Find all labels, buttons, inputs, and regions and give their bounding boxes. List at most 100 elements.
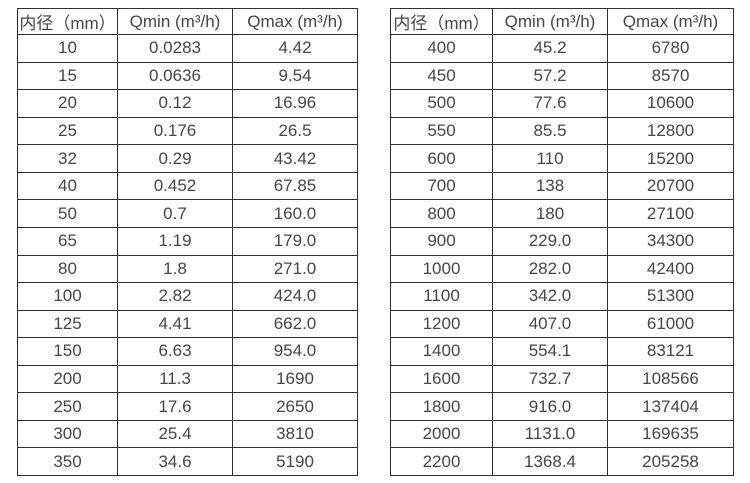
table-cell: 1690 (232, 364, 358, 394)
table-cell: 20700 (607, 171, 734, 201)
table-cell: 9.54 (232, 61, 358, 91)
table-cell: 108566 (607, 364, 734, 394)
table-cell: 0.452 (117, 171, 233, 201)
table-row: 1200 407.0 61000 (390, 309, 734, 339)
table-cell: 400 (390, 34, 493, 63)
table-cell: 43.42 (232, 144, 358, 173)
table-row: 800 180 27100 (390, 199, 734, 228)
table-cell: 17.6 (117, 392, 233, 421)
table-cell: 3810 (232, 419, 358, 449)
table-cell: 1100 (390, 282, 493, 311)
table-cell: 100 (17, 282, 118, 311)
table-cell: 954.0 (232, 337, 358, 366)
table-cell: 2000 (390, 419, 493, 449)
table-cell: 150 (17, 337, 118, 366)
table-cell: 32 (17, 144, 118, 173)
table-cell: 6.63 (117, 337, 233, 366)
table-row: 2200 1368.4 205258 (390, 447, 734, 476)
table-cell: 450 (390, 61, 493, 91)
table-row: 450 57.2 8570 (390, 61, 734, 91)
table-cell: 61000 (607, 309, 734, 339)
table-cell: 1200 (390, 309, 493, 339)
flow-table-large-diameters: 内径（mm） Qmin (m³/h) Qmax (m³/h) 400 45.2 6780 4… (390, 8, 734, 476)
table-row: 1400 554.1 83121 (390, 337, 734, 366)
table-row: 125 4.41 662.0 (17, 309, 358, 339)
table-cell: 0.176 (117, 116, 233, 146)
table-row: 20 0.12 16.96 (17, 89, 358, 118)
table-row: 1800 916.0 137404 (390, 392, 734, 421)
table-cell: 125 (17, 309, 118, 339)
table-cell: 916.0 (492, 392, 608, 421)
table-cell: 0.29 (117, 144, 233, 173)
table-cell: 5190 (232, 447, 358, 476)
table-cell: 57.2 (492, 61, 608, 91)
table-cell: 200 (17, 364, 118, 394)
column-header: Qmin (m³/h) (117, 8, 233, 35)
table-cell: 25 (17, 116, 118, 146)
table-row: 600 110 15200 (390, 144, 734, 173)
table-row: 2000 1131.0 169635 (390, 419, 734, 449)
table-cell: 80 (17, 254, 118, 284)
table-row: 700 138 20700 (390, 171, 734, 201)
table-row: 40 0.452 67.85 (17, 171, 358, 201)
table-cell: 2.82 (117, 282, 233, 311)
flow-table-small-diameters: 内径（mm） Qmin (m³/h) Qmax (m³/h) 10 0.0283 4.42… (17, 8, 358, 476)
table-row: 900 229.0 34300 (390, 226, 734, 256)
table-row: 10 0.0283 4.42 (17, 34, 358, 63)
table-cell: 300 (17, 419, 118, 449)
table-cell: 1368.4 (492, 447, 608, 476)
table-cell: 1000 (390, 254, 493, 284)
table-cell: 0.12 (117, 89, 233, 118)
table-cell: 0.0636 (117, 61, 233, 91)
table-cell: 10 (17, 34, 118, 63)
table-cell: 500 (390, 89, 493, 118)
table-cell: 4.41 (117, 309, 233, 339)
table-cell: 15 (17, 61, 118, 91)
table-cell: 26.5 (232, 116, 358, 146)
table-cell: 205258 (607, 447, 734, 476)
table-cell: 0.0283 (117, 34, 233, 63)
table-row: 150 6.63 954.0 (17, 337, 358, 366)
table-cell: 1.8 (117, 254, 233, 284)
table-cell: 83121 (607, 337, 734, 366)
table-cell: 900 (390, 226, 493, 256)
table-cell: 0.7 (117, 199, 233, 228)
table-cell: 407.0 (492, 309, 608, 339)
table-cell: 25.4 (117, 419, 233, 449)
table-cell: 15200 (607, 144, 734, 173)
table-cell: 20 (17, 89, 118, 118)
table-cell: 1131.0 (492, 419, 608, 449)
table-cell: 8570 (607, 61, 734, 91)
table-cell: 40 (17, 171, 118, 201)
table-cell: 51300 (607, 282, 734, 311)
table-cell: 160.0 (232, 199, 358, 228)
table-cell: 16.96 (232, 89, 358, 118)
table-row: 400 45.2 6780 (390, 34, 734, 63)
table-row: 25 0.176 26.5 (17, 116, 358, 146)
table-cell: 6780 (607, 34, 734, 63)
table-cell: 34.6 (117, 447, 233, 476)
table-cell: 662.0 (232, 309, 358, 339)
table-cell: 42400 (607, 254, 734, 284)
header-row: 内径（mm） Qmin (m³/h) Qmax (m³/h) (390, 8, 734, 35)
table-cell: 27100 (607, 199, 734, 228)
table-row: 1100 342.0 51300 (390, 282, 734, 311)
table-row: 80 1.8 271.0 (17, 254, 358, 284)
table-cell: 1400 (390, 337, 493, 366)
table-cell: 138 (492, 171, 608, 201)
table-cell: 2650 (232, 392, 358, 421)
table-cell: 282.0 (492, 254, 608, 284)
table-cell: 550 (390, 116, 493, 146)
table-row: 500 77.6 10600 (390, 89, 734, 118)
table-row: 100 2.82 424.0 (17, 282, 358, 311)
table-cell: 180 (492, 199, 608, 228)
table-cell: 342.0 (492, 282, 608, 311)
table-cell: 250 (17, 392, 118, 421)
column-header: Qmax (m³/h) (232, 8, 358, 35)
table-cell: 137404 (607, 392, 734, 421)
table-cell: 732.7 (492, 364, 608, 394)
table-cell: 45.2 (492, 34, 608, 63)
table-row: 350 34.6 5190 (17, 447, 358, 476)
table-cell: 4.42 (232, 34, 358, 63)
